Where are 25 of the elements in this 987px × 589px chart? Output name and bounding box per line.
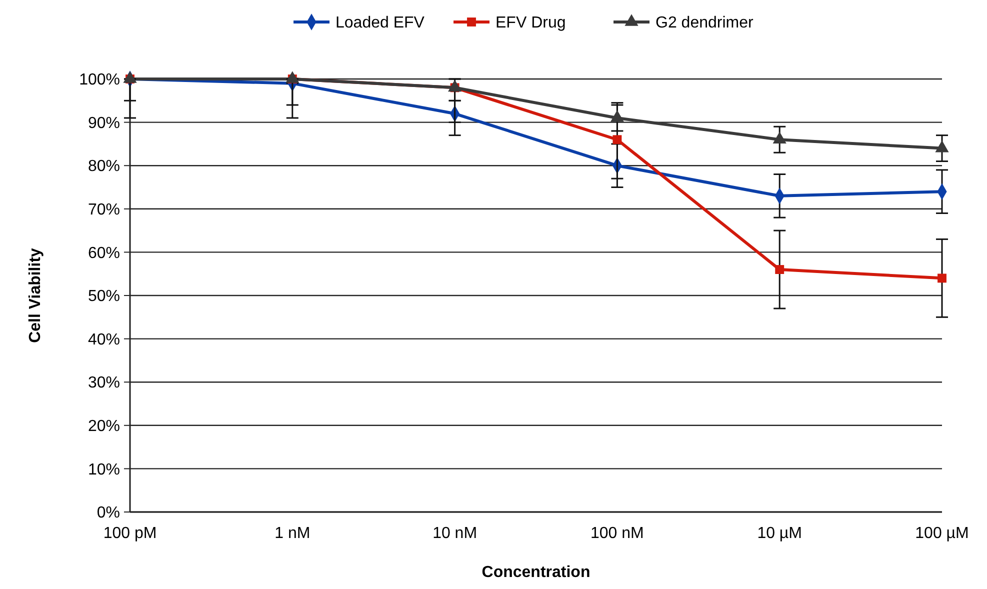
x-tick-label: 1 nM [274, 525, 310, 542]
x-tick-label: 100 µM [915, 525, 969, 542]
y-tick-label: 40% [88, 331, 120, 348]
y-tick-label: 60% [88, 244, 120, 262]
y-tick-label: 50% [88, 288, 120, 306]
y-tick-label: 70% [88, 202, 120, 218]
y-tick-label: 100% [79, 72, 120, 89]
x-tick-label: 10 µM [757, 525, 802, 542]
y-tick-label: 80% [88, 158, 120, 176]
y-axis-title: Cell Viability [27, 248, 44, 343]
y-tick-label: 20% [88, 418, 120, 435]
y-tick-label: 30% [88, 374, 120, 392]
y-tick-label: 10% [88, 461, 120, 478]
x-axis-title: Concentration [482, 564, 590, 581]
y-tick-label: 90% [88, 114, 120, 132]
legend-label: EFV Drug [496, 14, 566, 32]
point [775, 265, 784, 274]
x-tick-label: 100 pM [103, 525, 157, 542]
point [938, 274, 946, 283]
point [612, 135, 622, 144]
legend-label: G2 dendrimer [656, 14, 754, 32]
x-tick-label: 100 nM [590, 525, 644, 542]
legend-label: Loaded EFV [336, 14, 425, 32]
x-tick-label: 10 nM [432, 525, 478, 542]
y-tick-label: 0% [96, 504, 120, 522]
